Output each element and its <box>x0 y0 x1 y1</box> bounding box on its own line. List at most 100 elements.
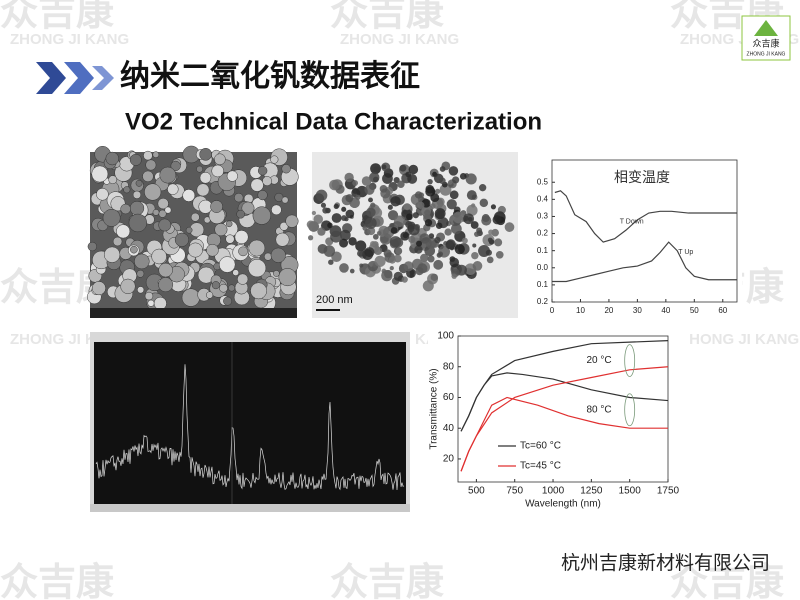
particle <box>264 252 272 261</box>
particle <box>250 282 267 300</box>
particle <box>225 234 235 244</box>
particle <box>393 237 404 248</box>
particle <box>465 173 477 185</box>
particle <box>152 209 160 216</box>
particle <box>433 259 444 270</box>
particle <box>435 210 445 220</box>
particle <box>238 246 248 257</box>
particle <box>135 179 143 187</box>
x-tick-label: 500 <box>468 486 485 497</box>
particle <box>205 291 214 299</box>
particle <box>241 201 255 215</box>
particle <box>388 256 396 264</box>
particle <box>368 197 373 203</box>
particle <box>406 213 413 221</box>
particle <box>344 172 354 183</box>
particle <box>232 269 240 276</box>
particle <box>311 210 317 216</box>
particle <box>438 251 444 257</box>
particle <box>387 204 393 210</box>
particle <box>120 278 136 294</box>
watermark-name: 众吉康 <box>0 561 114 600</box>
particle <box>448 166 459 176</box>
particle <box>439 183 452 196</box>
x-tick-label: 1000 <box>542 486 565 497</box>
particle <box>226 170 238 182</box>
particle <box>390 227 398 234</box>
particle <box>427 178 433 185</box>
particle <box>494 238 503 247</box>
particle <box>142 170 154 183</box>
particle <box>153 296 167 310</box>
particle <box>278 268 297 287</box>
particle <box>157 197 169 210</box>
particle <box>495 250 504 259</box>
x-tick-label: 40 <box>661 306 670 315</box>
particle <box>329 179 340 191</box>
particle <box>466 190 477 201</box>
particle <box>362 249 374 261</box>
particle <box>144 291 154 301</box>
logo-name: 众吉康 <box>752 37 779 48</box>
particle <box>361 176 372 186</box>
particle <box>444 228 452 236</box>
tem-image <box>306 152 518 318</box>
particle <box>492 215 502 225</box>
particle <box>478 184 487 192</box>
watermark-name: 众吉康 <box>670 561 784 600</box>
series-line <box>552 241 737 283</box>
particle <box>445 240 455 250</box>
particle <box>414 191 423 199</box>
particle <box>400 231 410 241</box>
x-tick-label: 50 <box>690 306 699 315</box>
particle <box>307 235 314 241</box>
particle <box>270 155 279 164</box>
particle <box>414 245 423 254</box>
particle <box>386 169 391 174</box>
x-tick-label: 0 <box>550 306 555 315</box>
particle <box>87 241 97 252</box>
y-tick-label: 0.5 <box>537 177 549 186</box>
particle <box>416 240 422 247</box>
particle <box>401 276 408 283</box>
watermark-name: 众吉康 <box>330 0 444 34</box>
x-tick-label: 1750 <box>657 486 680 497</box>
particle <box>376 230 382 236</box>
particle <box>181 288 200 307</box>
particle <box>271 204 282 216</box>
particle <box>234 192 244 203</box>
particle <box>478 245 491 258</box>
xrd-image <box>90 332 410 512</box>
particle <box>367 226 376 236</box>
particle <box>129 153 142 166</box>
curve-label: T Down <box>620 218 644 225</box>
particle <box>427 255 435 263</box>
particle <box>182 189 196 202</box>
particle <box>257 190 268 201</box>
y-tick-label: 80 <box>443 361 455 372</box>
legend-label: Tc=60 °C <box>520 441 561 452</box>
particle <box>91 165 109 183</box>
particle <box>108 175 118 185</box>
particle <box>248 239 266 257</box>
particle <box>393 176 400 184</box>
plot-frame <box>457 335 669 483</box>
x-tick-label: 20 <box>604 306 613 315</box>
particle <box>490 204 497 210</box>
annotation: 80 °C <box>586 404 611 415</box>
annotation-oval <box>624 393 636 427</box>
particle <box>199 147 213 161</box>
annotation: 20 °C <box>586 355 611 366</box>
particle <box>403 261 414 272</box>
particle <box>470 221 479 229</box>
particle <box>91 281 106 296</box>
particle <box>487 237 493 243</box>
particle <box>333 203 339 210</box>
y-tick-label: 0.2 <box>537 229 549 238</box>
particle <box>228 284 236 292</box>
particle <box>463 213 475 225</box>
curve-label: T Up <box>678 249 693 256</box>
legend-label: Tc=45 °C <box>520 461 561 472</box>
particle <box>132 190 142 199</box>
